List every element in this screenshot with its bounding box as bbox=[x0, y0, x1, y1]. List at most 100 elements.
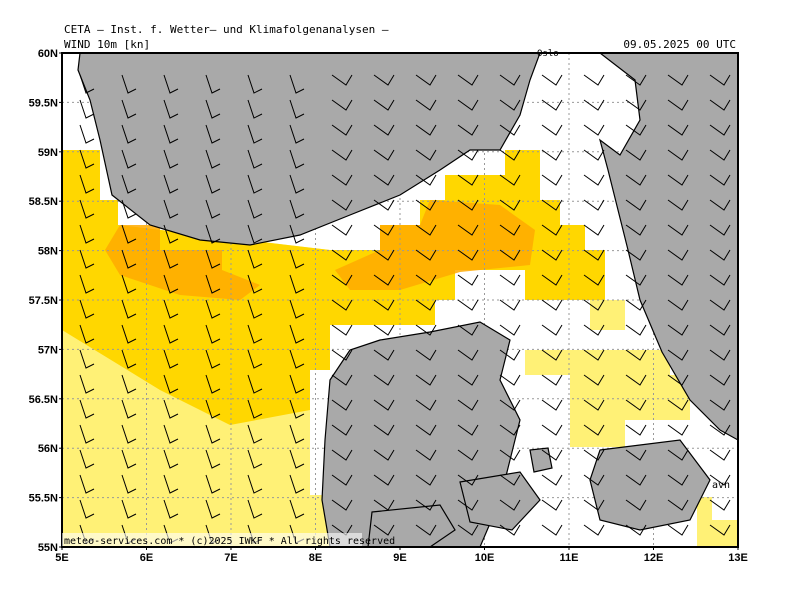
wind-barb bbox=[415, 524, 437, 536]
wind-barb bbox=[709, 74, 731, 86]
wind-barb bbox=[373, 399, 395, 411]
lon-label: 12E bbox=[644, 552, 664, 564]
wind-barb bbox=[457, 424, 479, 436]
wind-barb bbox=[163, 249, 179, 269]
wind-barb bbox=[331, 224, 353, 236]
wind-barb bbox=[331, 499, 353, 511]
wind-barb bbox=[583, 299, 605, 311]
wind-barb bbox=[163, 374, 179, 394]
wind-barb bbox=[625, 149, 647, 161]
wind-barb bbox=[79, 124, 95, 144]
wind-barb bbox=[625, 524, 647, 536]
wind-barb bbox=[415, 99, 437, 111]
wind-barb bbox=[121, 424, 137, 444]
wind-barb bbox=[499, 524, 521, 536]
wind-barb bbox=[163, 124, 179, 144]
wind-barb bbox=[457, 224, 479, 236]
wind-barb bbox=[163, 224, 179, 244]
wind-barb bbox=[121, 199, 137, 219]
wind-barb bbox=[205, 74, 221, 94]
wind-barb bbox=[583, 99, 605, 111]
wind-barb bbox=[289, 399, 305, 419]
wind-barb bbox=[289, 99, 305, 119]
wind-barb bbox=[205, 149, 221, 169]
wind-barb bbox=[163, 324, 179, 344]
wind-barb bbox=[415, 424, 437, 436]
wind-barb bbox=[331, 474, 353, 486]
plot-area bbox=[62, 53, 738, 547]
wind-barb bbox=[499, 274, 521, 286]
wind-barb bbox=[247, 324, 263, 344]
wind-barb bbox=[415, 174, 437, 186]
wind-barb bbox=[289, 449, 305, 469]
wind-barb bbox=[121, 299, 137, 319]
wind-barb bbox=[583, 174, 605, 186]
wind-barb bbox=[709, 499, 731, 511]
wind-barb bbox=[289, 149, 305, 169]
wind-barb bbox=[709, 474, 731, 486]
wind-barb bbox=[79, 474, 95, 494]
wind-barb bbox=[667, 149, 689, 161]
institute-title: CETA — Inst. f. Wetter— und Klimafolgena… bbox=[64, 23, 389, 36]
wind-barb bbox=[289, 324, 305, 344]
wind-barb bbox=[457, 174, 479, 186]
wind-barb bbox=[373, 99, 395, 111]
wind-barb bbox=[667, 74, 689, 86]
wind-barb bbox=[247, 149, 263, 169]
wind-barb bbox=[667, 499, 689, 511]
wind-barb bbox=[247, 99, 263, 119]
wind-barb bbox=[667, 324, 689, 336]
wind-barb bbox=[289, 249, 305, 269]
wind-barb bbox=[625, 499, 647, 511]
wind-barb bbox=[415, 249, 437, 261]
wind-barb bbox=[457, 99, 479, 111]
wind-barbs bbox=[79, 74, 731, 544]
norway bbox=[77, 53, 541, 246]
wind-barb bbox=[205, 99, 221, 119]
wind-barb bbox=[457, 474, 479, 486]
wind-barb bbox=[289, 199, 305, 219]
wind-barb bbox=[457, 124, 479, 136]
wind-barb bbox=[205, 249, 221, 269]
wind-barb bbox=[289, 474, 305, 494]
wind-barb bbox=[121, 174, 137, 194]
wind-barb bbox=[289, 124, 305, 144]
wind-barb bbox=[163, 99, 179, 119]
lat-label: 56.5N bbox=[29, 394, 58, 406]
wind-barb bbox=[625, 299, 647, 311]
wind-barb bbox=[541, 474, 563, 486]
wind-barb bbox=[415, 199, 437, 211]
wind-barb bbox=[625, 174, 647, 186]
wind-barb bbox=[709, 324, 731, 336]
wind-barb bbox=[121, 99, 137, 119]
wind-barb bbox=[499, 399, 521, 411]
wind-barb bbox=[373, 199, 395, 211]
lon-label: 8E bbox=[309, 552, 322, 564]
wind-barb bbox=[415, 274, 437, 286]
wind-barb bbox=[247, 349, 263, 369]
lat-label: 59.5N bbox=[29, 97, 58, 109]
wind-barb bbox=[457, 374, 479, 386]
wind-barb bbox=[583, 249, 605, 261]
lat-label: 60N bbox=[38, 48, 58, 60]
wind-barb bbox=[457, 74, 479, 86]
wind-barb bbox=[79, 74, 95, 94]
wind-barb bbox=[667, 224, 689, 236]
wind-barb bbox=[373, 224, 395, 236]
wind-barb bbox=[667, 349, 689, 361]
wind-barb bbox=[457, 149, 479, 161]
wind-barb bbox=[415, 149, 437, 161]
wind-barb bbox=[709, 274, 731, 286]
wind-barb bbox=[415, 299, 437, 311]
wind-barb bbox=[667, 99, 689, 111]
wind-barb bbox=[289, 274, 305, 294]
wind-barb bbox=[499, 249, 521, 261]
wind-barb bbox=[163, 349, 179, 369]
wind-barb bbox=[667, 399, 689, 411]
wind-barb bbox=[331, 324, 353, 336]
lat-label: 56N bbox=[38, 443, 58, 455]
wind-barb bbox=[457, 274, 479, 286]
wind-barb bbox=[709, 524, 731, 536]
wind-barb bbox=[205, 199, 221, 219]
